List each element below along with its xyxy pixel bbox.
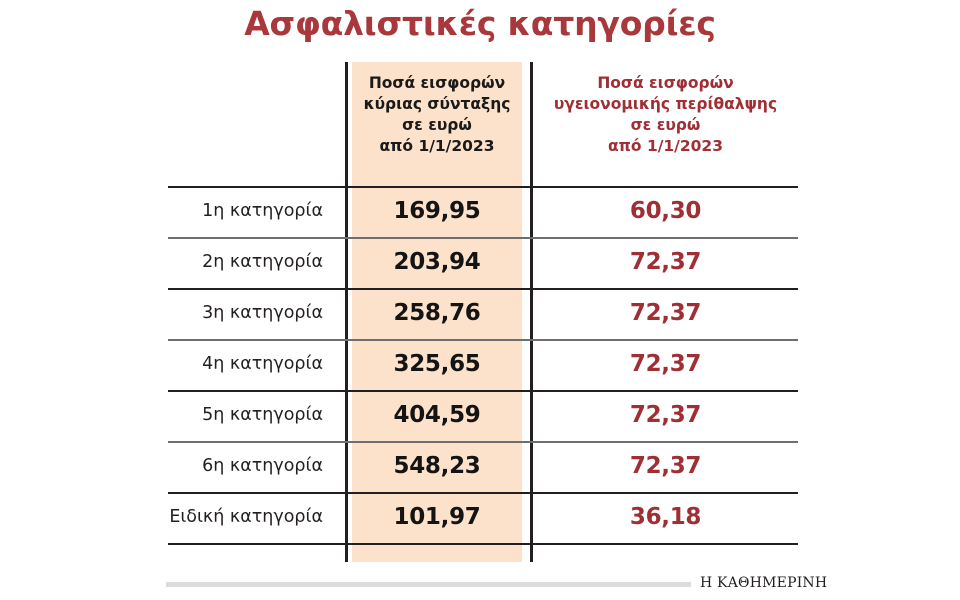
cell-health-care: 72,37	[629, 402, 702, 428]
cell-main-pension: 404,59	[393, 402, 481, 428]
cell-main-pension: 203,94	[393, 249, 481, 275]
footer-divider-bar	[166, 582, 691, 587]
table-rule-row-6	[168, 492, 798, 494]
cell-health-care: 36,18	[629, 504, 702, 530]
column-highlight-band	[352, 62, 522, 562]
table-rule-row-4	[168, 390, 798, 392]
table-row: 6η κατηγορία 548,23 72,37	[168, 441, 798, 492]
column-header-line: σε ευρώ	[402, 116, 472, 134]
cell-main-pension: 258,76	[393, 300, 481, 326]
column-header-line: υγειονομικής περίθαλψης	[553, 95, 778, 113]
publisher-logo: Η ΚΑΘΗΜΕΡΙΝΗ	[700, 575, 828, 591]
vertical-divider-right	[530, 62, 533, 562]
column-header-health-care: Ποσά εισφορών υγειονομικής περίθαλψης σε…	[533, 62, 798, 157]
cell-main-pension: 101,97	[393, 504, 481, 530]
table-rule-row-2	[168, 288, 798, 290]
cell-main-pension: 169,95	[393, 198, 481, 224]
table-row: 1η κατηγορία 169,95 60,30	[168, 186, 798, 237]
table-rule-row-1	[168, 237, 798, 239]
cell-main-pension: 548,23	[393, 453, 481, 479]
vertical-divider-left	[345, 62, 348, 562]
table-rule-row-3	[168, 339, 798, 341]
row-label: 4η κατηγορία	[202, 354, 323, 374]
table-row: 3η κατηγορία 258,76 72,37	[168, 288, 798, 339]
row-label: 1η κατηγορία	[202, 201, 323, 221]
column-header-line: κύριας σύνταξης	[363, 95, 511, 113]
column-header-line: σε ευρώ	[630, 116, 701, 134]
row-label: 6η κατηγορία	[202, 456, 323, 476]
table-row: 4η κατηγορία 325,65 72,37	[168, 339, 798, 390]
contributions-table: Ποσά εισφορών κύριας σύνταξης σε ευρώ απ…	[168, 62, 798, 562]
cell-health-care: 60,30	[629, 198, 702, 224]
cell-health-care: 72,37	[629, 300, 702, 326]
table-row: Ειδική κατηγορία 101,97 36,18	[168, 492, 798, 543]
column-header-line: από 1/1/2023	[379, 137, 495, 155]
column-header-line: Ποσά εισφορών	[597, 74, 734, 92]
cell-health-care: 72,37	[629, 453, 702, 479]
cell-main-pension: 325,65	[393, 351, 481, 377]
cell-health-care: 72,37	[629, 351, 702, 377]
page-title: Ασφαλιστικές κατηγορίες	[244, 4, 716, 43]
table-row: 2η κατηγορία 203,94 72,37	[168, 237, 798, 288]
row-label: 5η κατηγορία	[202, 405, 323, 425]
column-header-main-pension: Ποσά εισφορών κύριας σύνταξης σε ευρώ απ…	[352, 62, 522, 157]
row-label: Ειδική κατηγορία	[169, 507, 323, 527]
cell-health-care: 72,37	[629, 249, 702, 275]
row-label: 2η κατηγορία	[202, 252, 323, 272]
column-header-line: Ποσά εισφορών	[368, 74, 506, 92]
table-header-row: Ποσά εισφορών κύριας σύνταξης σε ευρώ απ…	[168, 62, 798, 186]
table-rule-header	[168, 186, 798, 188]
table-rule-row-7	[168, 543, 798, 545]
footer: Η ΚΑΘΗΜΕΡΙΝΗ	[0, 575, 960, 600]
table-rule-row-5	[168, 441, 798, 443]
table-row: 5η κατηγορία 404,59 72,37	[168, 390, 798, 441]
column-header-line: από 1/1/2023	[608, 137, 723, 155]
row-label: 3η κατηγορία	[202, 303, 323, 323]
